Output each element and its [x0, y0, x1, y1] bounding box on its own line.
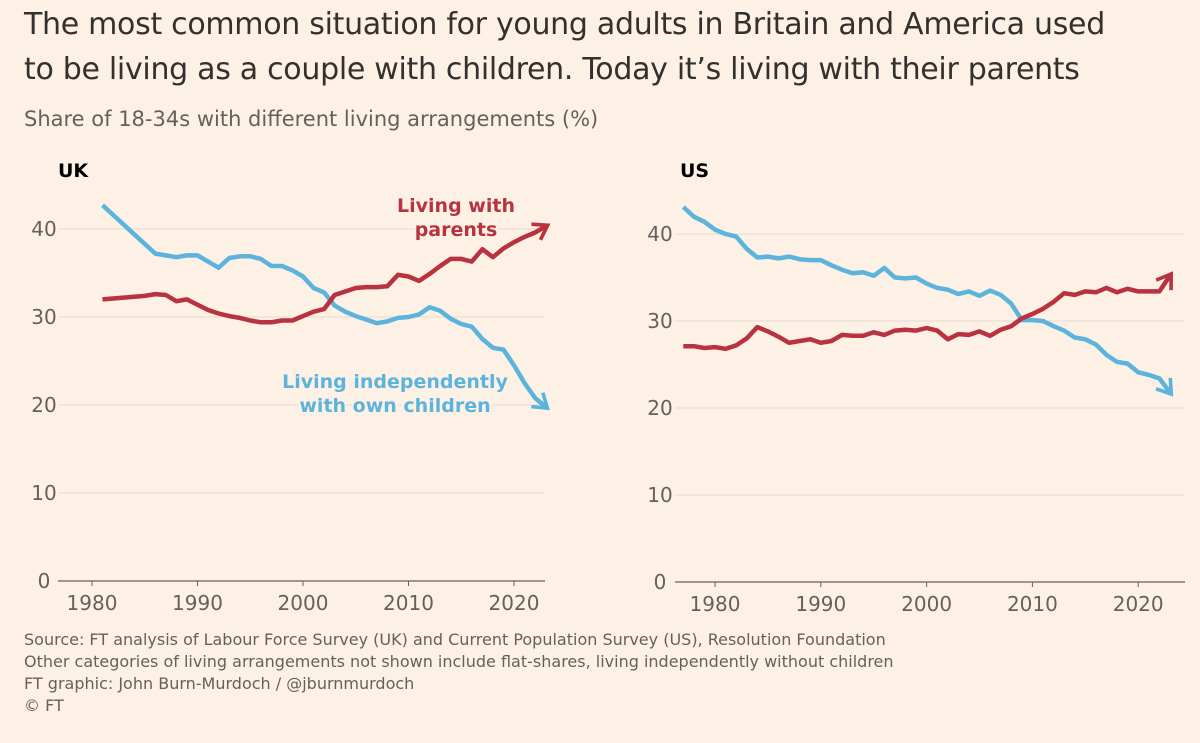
- series-line-parents: [102, 222, 551, 325]
- title-line-1: The most common situation for young adul…: [24, 7, 1105, 42]
- y-tick-label: 0: [38, 569, 51, 593]
- series-label-independent: with own children: [299, 395, 490, 417]
- y-tick-label: 40: [31, 217, 56, 241]
- panel-uk: UK 0 10 20 30 40 1980 1990 2000 2010 2020 Living wi…: [31, 160, 551, 615]
- x-tick-label: 2020: [489, 591, 540, 615]
- footer-source: Source: FT analysis of Labour Force Surv…: [24, 630, 886, 649]
- series-label-independent: Living independently: [282, 371, 508, 393]
- x-tick-label: 2010: [1007, 592, 1058, 616]
- panel-title: US: [680, 160, 709, 182]
- panel-title: UK: [58, 160, 89, 182]
- footer-copyright: © FT: [24, 696, 64, 715]
- footer: Source: FT analysis of Labour Force Surv…: [24, 629, 894, 717]
- x-tick-label: 1980: [67, 591, 118, 615]
- y-tick-label: 30: [31, 305, 56, 329]
- x-tick-label: 1990: [172, 591, 223, 615]
- x-tick-label: 2000: [278, 591, 329, 615]
- x-tick-label: 2010: [383, 591, 434, 615]
- footer-note: Other categories of living arrangements …: [24, 652, 894, 671]
- x-tick-label: 1990: [795, 592, 846, 616]
- chart-subtitle: Share of 18-34s with different living ar…: [24, 107, 599, 131]
- y-tick-label: 40: [647, 222, 672, 246]
- title-line-2: to be living as a couple with children. …: [24, 52, 1080, 87]
- x-tick-label: 1980: [690, 592, 741, 616]
- series-line-independent: [100, 203, 550, 411]
- series-label-parents: parents: [415, 219, 498, 241]
- y-tick-label: 0: [654, 570, 667, 594]
- y-tick-label: 10: [31, 481, 56, 505]
- y-tick-label: 10: [647, 483, 672, 507]
- x-tick-label: 2020: [1113, 592, 1164, 616]
- chart-title: The most common situation for young adul…: [24, 2, 1194, 92]
- series-line-parents: [683, 271, 1173, 352]
- y-tick-label: 20: [31, 393, 56, 417]
- panel-us: US 0 10 20 30 40 1980 1990 2000 2010 2020: [647, 160, 1185, 616]
- y-tick-label: 20: [647, 396, 672, 420]
- series-line-independent: [681, 205, 1174, 397]
- y-tick-label: 30: [647, 309, 672, 333]
- x-tick-label: 2000: [901, 592, 952, 616]
- series-label-parents: Living with: [397, 195, 515, 217]
- footer-credit: FT graphic: John Burn-Murdoch / @jburnmu…: [24, 674, 415, 693]
